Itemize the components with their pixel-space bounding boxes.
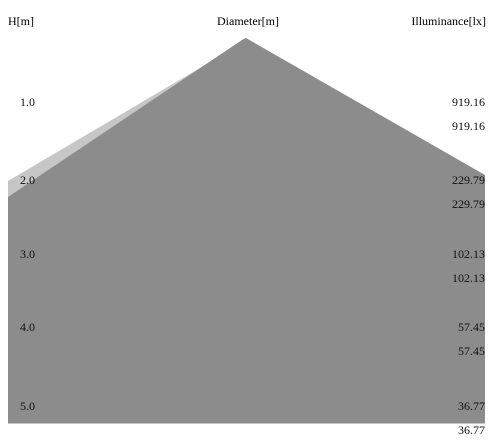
header-height-label: H[m] xyxy=(8,14,34,28)
illuminance-value-label: 229.79 xyxy=(452,197,485,211)
height-tick-label: 2.0 xyxy=(20,173,35,187)
header-illuminance-label: Illuminance[lx] xyxy=(411,14,486,28)
illuminance-value-label: 229.79 xyxy=(452,173,485,187)
illuminance-value-label: 57.45 xyxy=(458,344,485,358)
height-tick-label: 4.0 xyxy=(20,320,35,334)
illuminance-value-label: 36.77 xyxy=(458,399,485,413)
illuminance-value-label: 919.16 xyxy=(452,95,485,109)
illuminance-value-label: 102.13 xyxy=(452,271,485,285)
illuminance-value-label: 102.13 xyxy=(452,247,485,261)
light-cone-area xyxy=(8,38,485,424)
height-tick-label: 1.0 xyxy=(20,95,35,109)
illuminance-value-label: 919.16 xyxy=(452,119,485,133)
illuminance-value-label: 36.77 xyxy=(458,423,485,437)
height-tick-label: 3.0 xyxy=(20,247,35,261)
header-diameter-label: Diameter[m] xyxy=(217,14,279,28)
height-tick-label: 5.0 xyxy=(20,399,35,413)
illuminance-value-label: 57.45 xyxy=(458,320,485,334)
